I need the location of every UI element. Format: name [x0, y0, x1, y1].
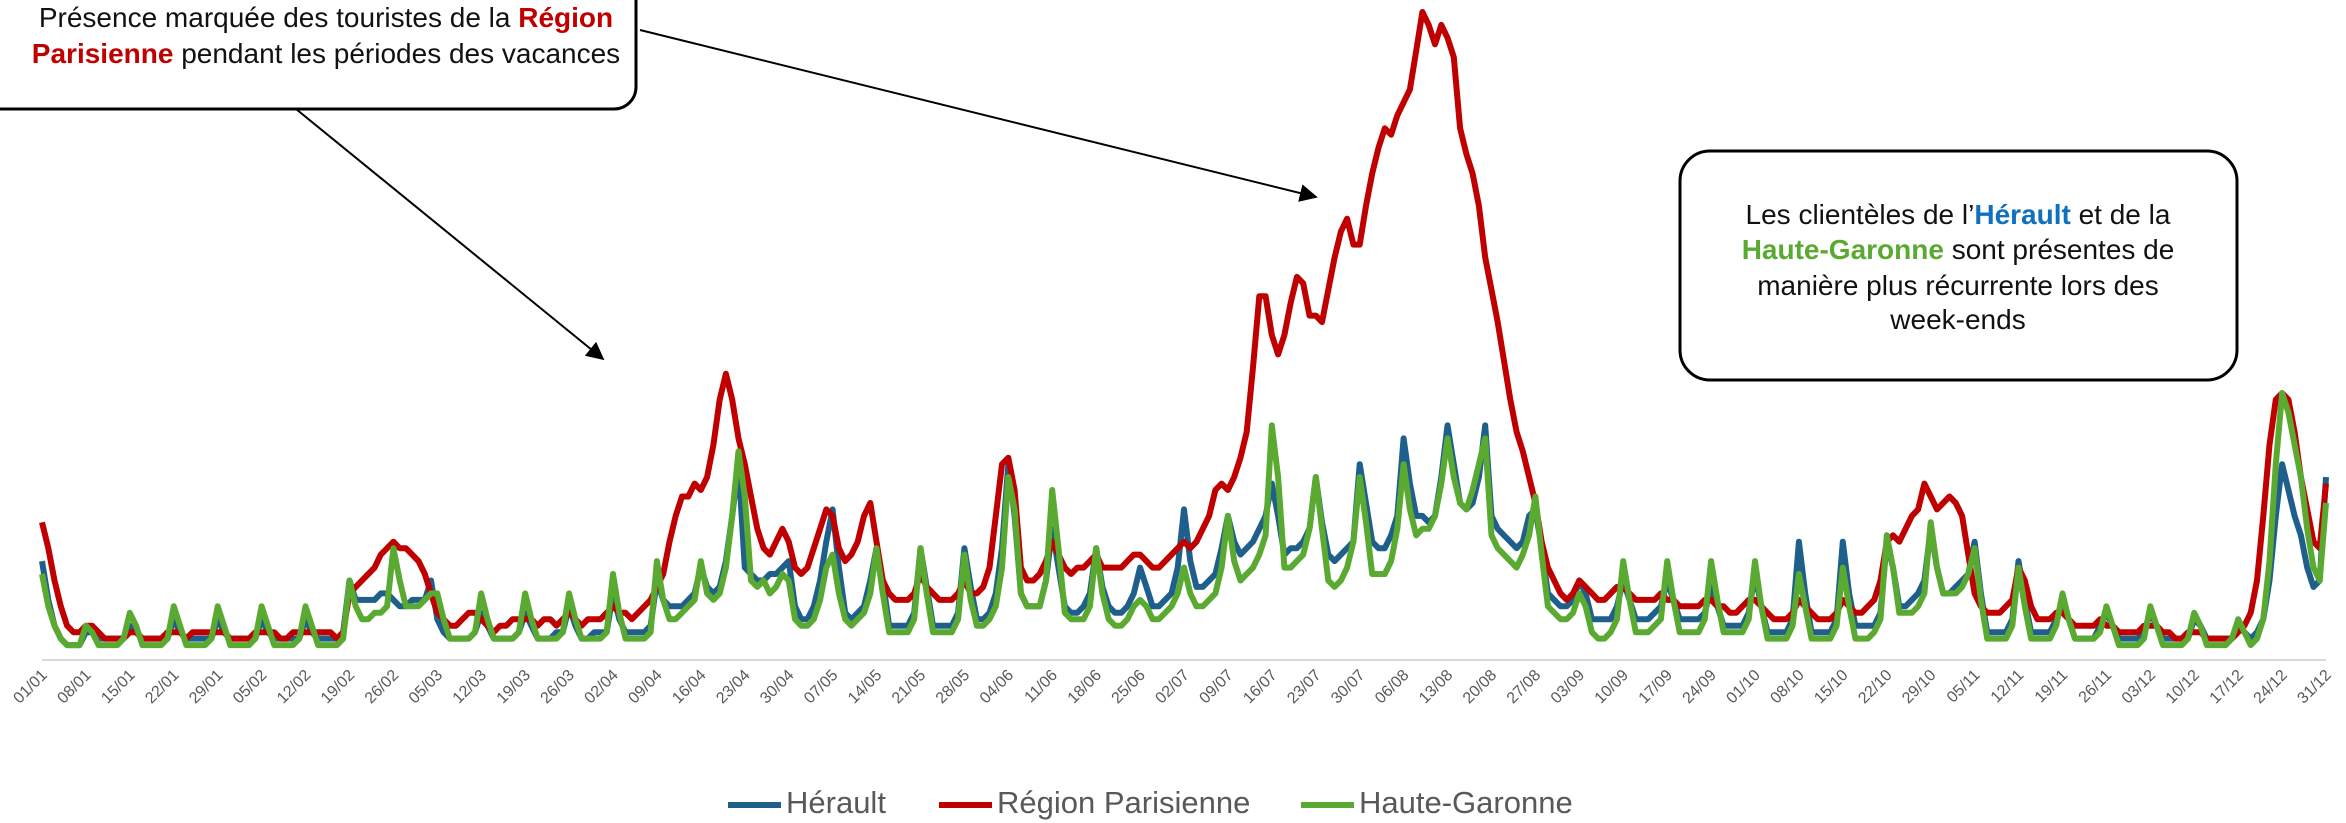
annotation-text: Présence marquée des touristes de la Rég… — [39, 2, 613, 33]
x-tick-label: 10/09 — [1592, 667, 1632, 707]
x-tick-label: 20/08 — [1460, 667, 1500, 707]
series-line — [39, 390, 2329, 649]
x-tick-label: 12/03 — [450, 667, 490, 707]
x-tick-label: 19/11 — [2032, 667, 2072, 707]
annotation-segment: manière plus récurrente lors des — [1757, 270, 2159, 301]
x-tick-label: 18/06 — [1065, 667, 1105, 707]
arrow — [295, 108, 605, 361]
x-tick-label: 25/06 — [1109, 667, 1149, 707]
x-tick-label: 16/07 — [1240, 667, 1280, 707]
x-tick-label: 26/11 — [2076, 667, 2116, 707]
series-line — [39, 9, 2329, 642]
x-tick-label: 21/05 — [889, 667, 929, 707]
x-tick-label: 14/05 — [845, 667, 885, 707]
legend: Hérault Région Parisienne Haute-Garonne — [728, 785, 1573, 820]
x-tick-label: 12/02 — [274, 667, 314, 707]
x-tick-label: 31/12 — [2294, 667, 2334, 707]
x-tick-label: 23/07 — [1284, 667, 1324, 707]
x-tick-label: 13/08 — [1416, 667, 1456, 707]
annotation-segment: pendant les périodes des vacances — [173, 38, 620, 69]
x-tick-label: 19/02 — [318, 667, 358, 707]
x-tick-label: 17/09 — [1636, 667, 1676, 707]
annotations: Présence marquée des touristes de la Rég… — [32, 2, 2175, 335]
x-tick-label: 29/01 — [186, 667, 226, 707]
x-tick-label: 08/01 — [54, 667, 94, 707]
x-tick-label: 27/08 — [1504, 667, 1544, 707]
x-tick-label: 28/05 — [933, 667, 973, 707]
x-tick-label: 07/05 — [801, 667, 841, 707]
x-tick-label: 24/12 — [2251, 667, 2291, 707]
annotation-text: Parisienne pendant les périodes des vaca… — [32, 38, 620, 69]
x-tick-label: 29/10 — [1899, 667, 1939, 707]
x-tick-label: 22/10 — [1855, 667, 1895, 707]
x-tick-label: 02/04 — [581, 667, 621, 707]
x-tick-label: 12/11 — [1988, 667, 2028, 707]
x-tick-label: 09/04 — [625, 667, 665, 707]
x-tick-label: 26/03 — [538, 667, 578, 707]
x-tick-label: 16/04 — [669, 667, 709, 707]
x-tick-label: 19/03 — [494, 667, 534, 707]
annotation-segment: sont présentes de — [1944, 234, 2174, 265]
x-tick-label: 06/08 — [1372, 667, 1412, 707]
annotation-box — [0, 0, 638, 111]
annotation-segment: Présence marquée des touristes de la — [39, 2, 518, 33]
legend-label: Haute-Garonne — [1359, 785, 1573, 820]
x-tick-label: 15/10 — [1811, 667, 1851, 707]
annotation-segment: et de la — [2071, 199, 2171, 230]
x-tick-label: 11/06 — [1022, 667, 1062, 707]
legend-label: Hérault — [786, 785, 886, 820]
annotation-segment: Parisienne — [32, 38, 174, 69]
x-tick-label: 22/01 — [142, 667, 182, 707]
annotation-segment: Les clientèles de l’ — [1746, 199, 1975, 230]
x-tick-label: 05/11 — [1944, 667, 1984, 707]
x-tick-label: 01/01 — [10, 667, 50, 707]
annotation-text: Haute-Garonne sont présentes de — [1742, 234, 2175, 265]
annotation-segment: Région — [518, 2, 613, 33]
x-tick-label: 09/07 — [1196, 667, 1236, 707]
x-tick-label: 05/02 — [230, 667, 270, 707]
x-tick-label: 03/09 — [1548, 667, 1588, 707]
x-tick-label: 17/12 — [2207, 667, 2247, 707]
x-tick-label: 03/12 — [2119, 667, 2159, 707]
annotation-segment: week-ends — [1889, 304, 2025, 335]
x-tick-label: 30/07 — [1328, 667, 1368, 707]
annotation-box — [1678, 149, 2239, 382]
annotation-text: week-ends — [1889, 304, 2025, 335]
x-tick-label: 02/07 — [1152, 667, 1192, 707]
x-tick-label: 23/04 — [713, 667, 753, 707]
x-tick-label: 05/03 — [406, 667, 446, 707]
arrow — [639, 29, 1318, 202]
x-tick-label: 24/09 — [1680, 667, 1720, 707]
x-tick-label: 26/02 — [362, 667, 402, 707]
x-tick-label: 04/06 — [977, 667, 1017, 707]
x-tick-label: 30/04 — [757, 667, 797, 707]
annotation-text: manière plus récurrente lors des — [1757, 270, 2159, 301]
x-tick-label: 15/01 — [98, 667, 138, 707]
annotation-text: Les clientèles de l’Hérault et de la — [1746, 199, 2171, 230]
x-tick-label: 01/10 — [1723, 667, 1763, 707]
annotation-segment: Hérault — [1974, 199, 2070, 230]
x-tick-label: 08/10 — [1767, 667, 1807, 707]
annotation-segment: Haute-Garonne — [1742, 234, 1944, 265]
legend-label: Région Parisienne — [997, 785, 1250, 820]
x-tick-label: 10/12 — [2163, 667, 2203, 707]
